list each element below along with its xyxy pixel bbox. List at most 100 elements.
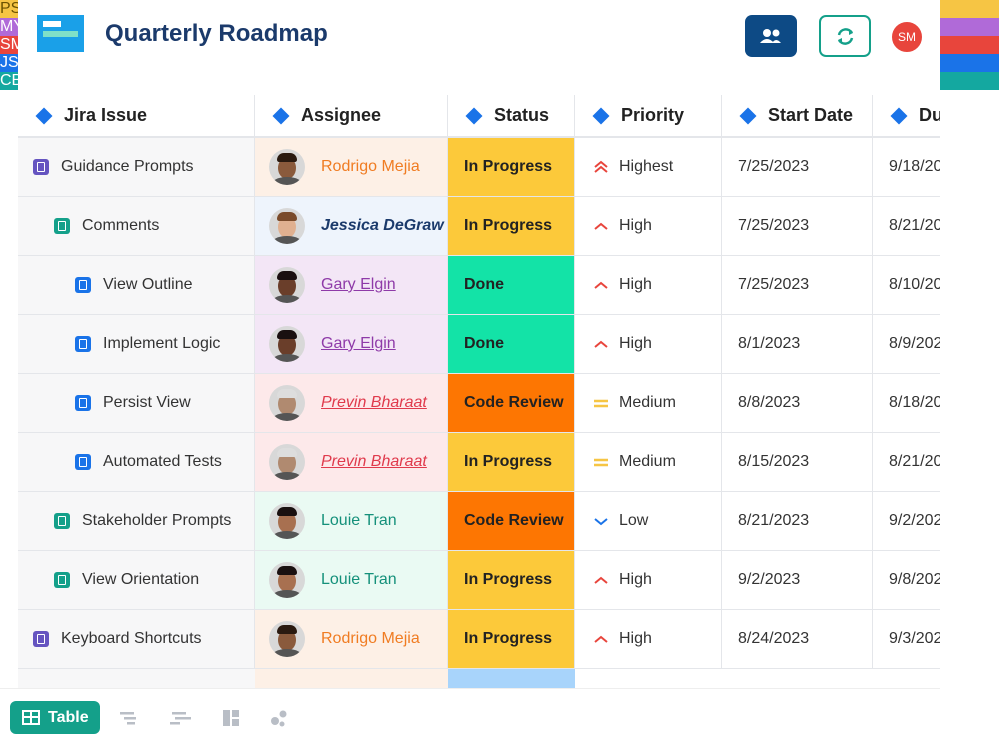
column-header[interactable]: Priority xyxy=(575,95,722,136)
issue-cell: Keyboard Shortcuts xyxy=(18,610,255,668)
table-row: Persist View Previn Bharaat Code Review Med… xyxy=(18,374,940,433)
table: Jira Issue Assignee Status Priority Start Da… xyxy=(18,95,940,688)
view-icons xyxy=(120,710,287,727)
status-cell[interactable]: In Progress xyxy=(448,197,575,255)
due-date-cell: 9/2/2023 xyxy=(873,492,940,550)
sort-diamond xyxy=(465,107,483,124)
assignee-name[interactable]: Rodrigo Mejia xyxy=(321,630,420,647)
priority-label: Low xyxy=(619,512,649,529)
table-row: View Orientation Louie Tran In Progress Hig… xyxy=(18,551,940,610)
column-title: Start Date xyxy=(768,105,854,125)
people-button[interactable] xyxy=(745,15,797,57)
view-label: Table xyxy=(48,708,89,726)
due-date-cell: 8/10/2023 xyxy=(873,256,940,314)
current-user[interactable]: SM xyxy=(891,21,923,53)
priority-icon xyxy=(593,337,609,351)
status-cell[interactable]: In Progress xyxy=(448,551,575,609)
issue-type-icon xyxy=(75,336,91,352)
issue-name[interactable]: Implement Logic xyxy=(103,335,221,352)
status-cell[interactable]: In Progress xyxy=(448,138,575,196)
start-date: 7/25/2023 xyxy=(738,158,810,175)
column-header[interactable]: Start Date xyxy=(722,95,873,136)
header-row: Jira Issue Assignee Status Priority Start Da… xyxy=(18,95,940,138)
assignee-cell: Louie Tran xyxy=(255,492,448,550)
start-date-cell: 7/25/2023 xyxy=(722,197,873,255)
assignee-name[interactable]: Rodrigo Mejia xyxy=(321,158,420,175)
priority-cell: High xyxy=(575,551,722,609)
assignee-name[interactable]: Gary Elgin xyxy=(321,276,396,293)
table-row: Keyboard Shortcuts Rodrigo Mejia In Progre… xyxy=(18,610,940,669)
priority-label: Medium xyxy=(619,394,676,411)
table-row: Automated Tests Previn Bharaat In Progress… xyxy=(18,433,940,492)
status-label: In Progress xyxy=(464,571,553,588)
issue-name[interactable]: Guidance Prompts xyxy=(61,158,194,175)
issue-cell: Stakeholder Prompts xyxy=(18,492,255,550)
priority-cell: High xyxy=(575,256,722,314)
sort-diamond xyxy=(890,107,908,124)
column-header[interactable]: Status xyxy=(448,95,575,136)
issue-name[interactable]: Stakeholder Prompts xyxy=(82,512,232,529)
priority-cell: Low xyxy=(575,492,722,550)
status-cell[interactable]: In Progress xyxy=(448,610,575,668)
assignee-name[interactable]: Gary Elgin xyxy=(321,335,396,352)
issue-type-icon xyxy=(75,454,91,470)
column-title: Assignee xyxy=(301,105,382,125)
due-date-cell: 8/21/2023 xyxy=(873,433,940,491)
table-view-button[interactable]: Table xyxy=(10,701,100,734)
status-cell[interactable]: Code Review xyxy=(448,374,575,432)
priority-icon xyxy=(593,160,609,174)
priority-cell: Medium xyxy=(575,433,722,491)
priority-label: High xyxy=(619,276,652,293)
column-title: Due Date xyxy=(919,105,940,125)
due-date: 9/18/2023 xyxy=(889,158,940,175)
due-date-cell: 8/18/2023 xyxy=(873,374,940,432)
issue-name[interactable]: Keyboard Shortcuts xyxy=(61,630,202,647)
issue-type-icon xyxy=(54,572,70,588)
assignee-name[interactable]: Louie Tran xyxy=(321,571,397,588)
status-label: Done xyxy=(464,335,504,352)
issue-cell: View Orientation xyxy=(18,551,255,609)
priority-icon xyxy=(593,396,609,410)
priority-cell: High xyxy=(575,610,722,668)
start-date-cell: 8/1/2023 xyxy=(722,315,873,373)
assignee-name[interactable]: Jessica DeGraw xyxy=(321,217,444,234)
assignee-photo xyxy=(269,503,305,539)
status-cell[interactable]: Code Review xyxy=(448,492,575,550)
due-date: 8/9/2023 xyxy=(889,335,940,352)
issue-name[interactable]: Automated Tests xyxy=(103,453,222,470)
view-bar: Table xyxy=(0,688,940,748)
refresh-button[interactable] xyxy=(819,15,871,57)
issue-name[interactable]: Persist View xyxy=(103,394,191,411)
start-date: 8/24/2023 xyxy=(738,630,810,647)
priority-icon xyxy=(593,573,609,587)
issue-name[interactable]: View Outline xyxy=(103,276,193,293)
status-cell[interactable]: In Progress xyxy=(448,433,575,491)
column-header[interactable]: Assignee xyxy=(255,95,448,136)
assignee-photo xyxy=(269,326,305,362)
due-date-cell: 9/8/2023 xyxy=(873,551,940,609)
column-header[interactable]: Due Date xyxy=(873,95,940,136)
table-row: Comments Jessica DeGraw In Progress High 7/2… xyxy=(18,197,940,256)
column-header[interactable]: Jira Issue xyxy=(18,95,255,136)
assignee-name[interactable]: Previn Bharaat xyxy=(321,394,427,411)
partial-cell xyxy=(18,669,255,688)
issue-name[interactable]: Comments xyxy=(82,217,160,234)
assignee-cell: Rodrigo Mejia xyxy=(255,610,448,668)
status-cell[interactable]: Done xyxy=(448,256,575,314)
sort-diamond xyxy=(35,107,53,124)
status-cell[interactable]: Done xyxy=(448,315,575,373)
start-date-cell: 9/2/2023 xyxy=(722,551,873,609)
priority-cell: Medium xyxy=(575,374,722,432)
issue-cell: Guidance Prompts xyxy=(18,138,255,196)
assignee-name[interactable]: Louie Tran xyxy=(321,512,397,529)
due-date: 8/21/2023 xyxy=(889,217,940,234)
refresh-icon xyxy=(837,28,854,45)
start-date: 8/15/2023 xyxy=(738,453,810,470)
priority-label: High xyxy=(619,335,652,352)
issue-type-icon xyxy=(75,277,91,293)
issue-name[interactable]: View Orientation xyxy=(82,571,200,588)
due-date: 8/18/2023 xyxy=(889,394,940,411)
assignee-name[interactable]: Previn Bharaat xyxy=(321,453,427,470)
issue-type-icon xyxy=(54,218,70,234)
